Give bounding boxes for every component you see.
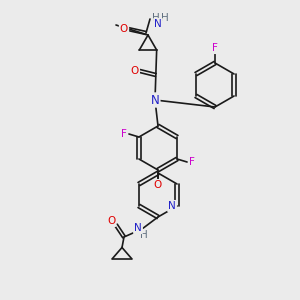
Text: O: O [107,216,115,226]
Text: N: N [134,223,142,233]
Text: H: H [161,13,169,23]
Text: F: F [121,129,127,139]
Text: O: O [154,180,162,190]
Text: F: F [189,157,195,167]
Text: H: H [140,230,148,240]
Text: N: N [168,201,176,211]
Text: N: N [151,94,159,106]
Text: O: O [120,24,128,34]
Text: N: N [154,19,162,29]
Text: F: F [212,43,218,53]
Text: O: O [131,66,139,76]
Text: H: H [152,13,160,23]
